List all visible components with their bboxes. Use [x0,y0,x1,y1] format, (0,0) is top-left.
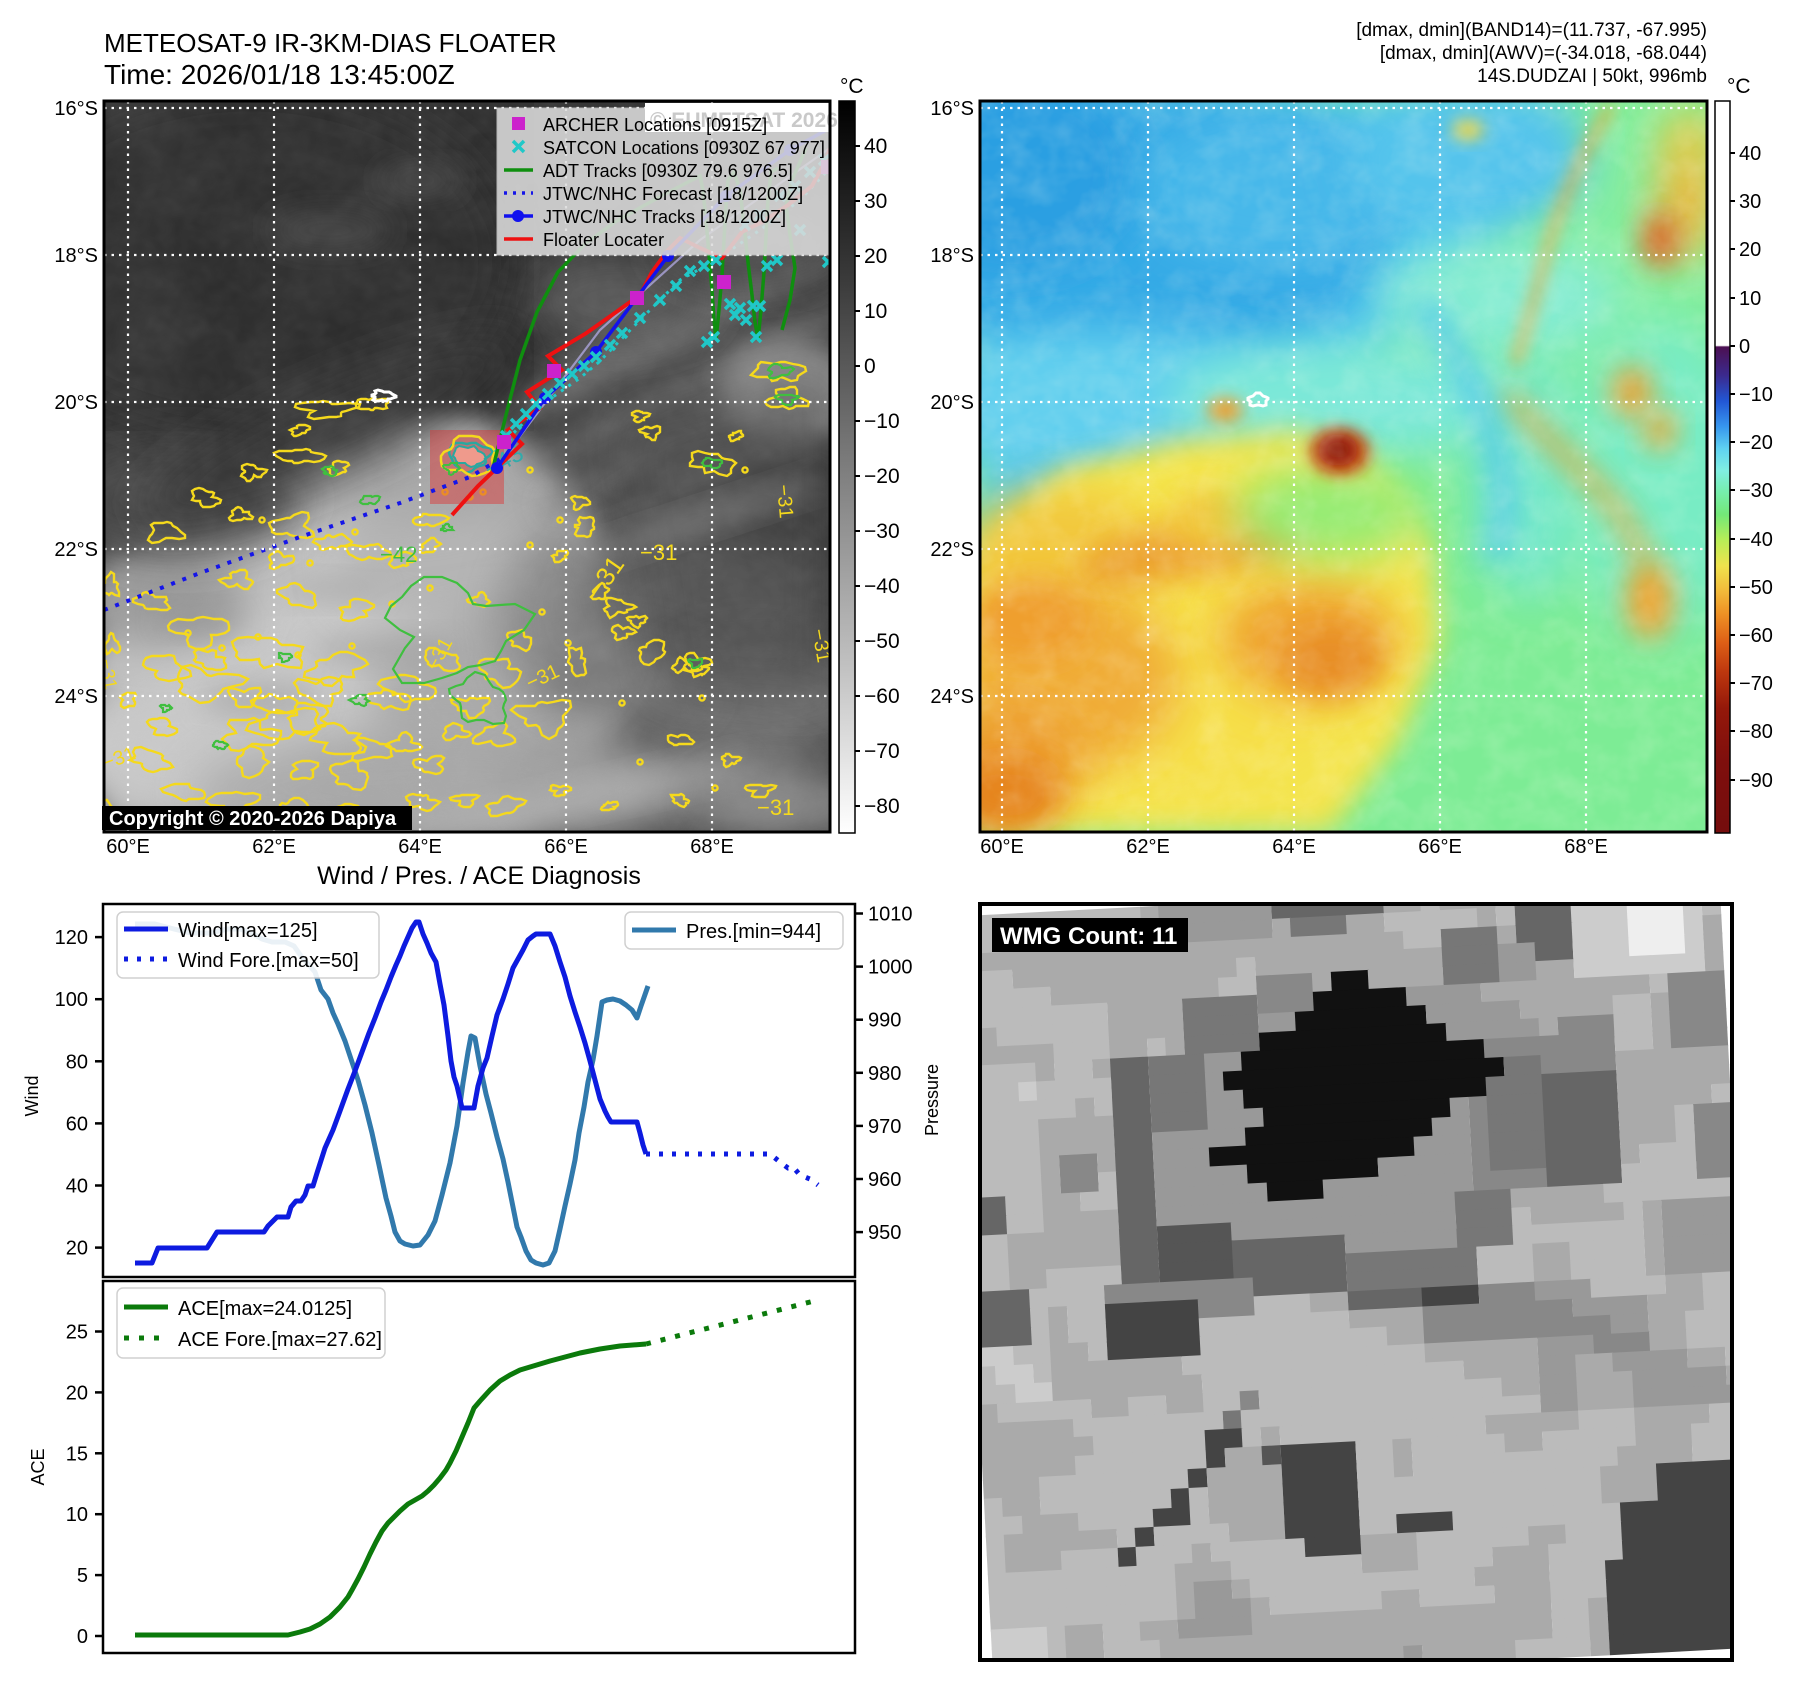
svg-text:30: 30 [1739,191,1761,213]
svg-text:68°E: 68°E [690,836,734,858]
svg-text:40: 40 [66,1176,88,1198]
svg-text:980: 980 [868,1063,901,1085]
svg-text:15: 15 [66,1443,88,1465]
svg-text:−31: −31 [772,484,797,520]
svg-text:0: 0 [1739,336,1750,358]
svg-text:−30: −30 [1739,480,1773,502]
svg-text:−20: −20 [864,465,900,488]
svg-text:20: 20 [66,1238,88,1260]
svg-text:60: 60 [66,1113,88,1135]
svg-text:ACE: ACE [28,1448,48,1485]
svg-text:°C: °C [1727,75,1751,98]
svg-text:−20: −20 [1739,432,1773,454]
svg-text:Floater Locater: Floater Locater [543,230,664,250]
svg-text:64°E: 64°E [1272,836,1316,858]
svg-text:ARCHER Locations [0915Z]: ARCHER Locations [0915Z] [543,115,767,135]
svg-text:66°E: 66°E [544,836,588,858]
svg-text:14S.DUDZAI | 50kt, 996mb: 14S.DUDZAI | 50kt, 996mb [1477,66,1707,87]
svg-text:Wind: Wind [22,1075,42,1116]
svg-text:990: 990 [868,1010,901,1032]
svg-text:ADT Tracks [0930Z 79.6 976.5]: ADT Tracks [0930Z 79.6 976.5] [543,161,793,181]
svg-text:−10: −10 [864,410,900,433]
svg-text:−40: −40 [864,575,900,598]
svg-text:10: 10 [1739,288,1761,310]
svg-text:Pressure: Pressure [922,1064,942,1136]
svg-text:24°S: 24°S [930,686,974,708]
svg-text:120: 120 [55,927,88,949]
svg-text:−50: −50 [864,630,900,653]
svg-text:−60: −60 [1739,625,1773,647]
svg-text:[dmax, dmin](AWV)=(-34.018, -6: [dmax, dmin](AWV)=(-34.018, -68.044) [1380,43,1707,64]
svg-text:60°E: 60°E [980,836,1024,858]
svg-text:METEOSAT-9 IR-3KM-DIAS FLOATER: METEOSAT-9 IR-3KM-DIAS FLOATER [104,28,557,58]
svg-text:0: 0 [77,1626,88,1648]
svg-text:Wind[max=125]: Wind[max=125] [178,920,318,942]
svg-text:°C: °C [840,75,864,98]
svg-text:100: 100 [55,989,88,1011]
svg-text:80: 80 [66,1051,88,1073]
svg-text:18°S: 18°S [54,245,98,267]
svg-text:−31: −31 [757,795,794,820]
svg-text:ACE[max=24.0125]: ACE[max=24.0125] [178,1298,352,1320]
svg-text:−42: −42 [380,542,417,567]
svg-text:−90: −90 [1739,770,1773,792]
svg-text:18°S: 18°S [930,245,974,267]
svg-text:−80: −80 [1739,721,1773,743]
svg-text:JTWC/NHC Forecast [18/1200Z]: JTWC/NHC Forecast [18/1200Z] [543,184,803,204]
svg-text:16°S: 16°S [54,98,98,120]
svg-text:© EUMETSAT 2026: © EUMETSAT 2026 [650,109,838,132]
svg-text:Pres.[min=944]: Pres.[min=944] [686,921,821,943]
svg-text:Time: 2026/01/18 13:45:00Z: Time: 2026/01/18 13:45:00Z [104,59,455,90]
svg-text:62°E: 62°E [1126,836,1170,858]
svg-text:20°S: 20°S [54,392,98,414]
svg-text:40: 40 [1739,143,1761,165]
svg-text:20°S: 20°S [930,392,974,414]
svg-text:20: 20 [66,1382,88,1404]
svg-text:−30: −30 [864,520,900,543]
svg-text:24°S: 24°S [54,686,98,708]
svg-text:0: 0 [864,355,876,378]
svg-text:SATCON Locations [0930Z 67 977: SATCON Locations [0930Z 67 977] [543,138,825,158]
svg-text:[dmax, dmin](BAND14)=(11.737,: [dmax, dmin](BAND14)=(11.737, -67.995) [1356,20,1707,41]
svg-text:10: 10 [864,300,887,323]
svg-text:16°S: 16°S [930,98,974,120]
svg-text:64°E: 64°E [398,836,442,858]
svg-text:22°S: 22°S [930,539,974,561]
svg-text:22°S: 22°S [54,539,98,561]
svg-text:20: 20 [864,245,887,268]
svg-text:40: 40 [864,135,887,158]
svg-text:66°E: 66°E [1418,836,1462,858]
svg-text:Copyright © 2020-2026 Dapiya: Copyright © 2020-2026 Dapiya [109,808,397,830]
svg-text:30: 30 [864,190,887,213]
svg-text:−10: −10 [1739,384,1773,406]
svg-text:JTWC/NHC Tracks [18/1200Z]: JTWC/NHC Tracks [18/1200Z] [543,207,786,227]
svg-text:950: 950 [868,1222,901,1244]
svg-text:−60: −60 [864,685,900,708]
svg-text:−70: −70 [1739,673,1773,695]
svg-text:−40: −40 [1739,529,1773,551]
svg-text:60°E: 60°E [106,836,150,858]
svg-text:−70: −70 [864,740,900,763]
svg-text:Wind / Pres. / ACE Diagnosis: Wind / Pres. / ACE Diagnosis [317,862,641,890]
svg-text:5: 5 [77,1565,88,1587]
svg-text:ACE Fore.[max=27.62]: ACE Fore.[max=27.62] [178,1329,382,1351]
svg-text:20: 20 [1739,239,1761,261]
svg-text:−31: −31 [640,540,677,565]
svg-text:960: 960 [868,1169,901,1191]
svg-text:62°E: 62°E [252,836,296,858]
svg-text:Wind Fore.[max=50]: Wind Fore.[max=50] [178,950,359,972]
svg-text:68°E: 68°E [1564,836,1608,858]
svg-text:1010: 1010 [868,904,913,926]
svg-text:10: 10 [66,1504,88,1526]
svg-text:1000: 1000 [868,957,913,979]
svg-text:970: 970 [868,1116,901,1138]
svg-text:−50: −50 [1739,577,1773,599]
svg-text:25: 25 [66,1322,88,1344]
svg-text:WMG Count: 11: WMG Count: 11 [1000,923,1177,950]
svg-text:−80: −80 [864,795,900,818]
